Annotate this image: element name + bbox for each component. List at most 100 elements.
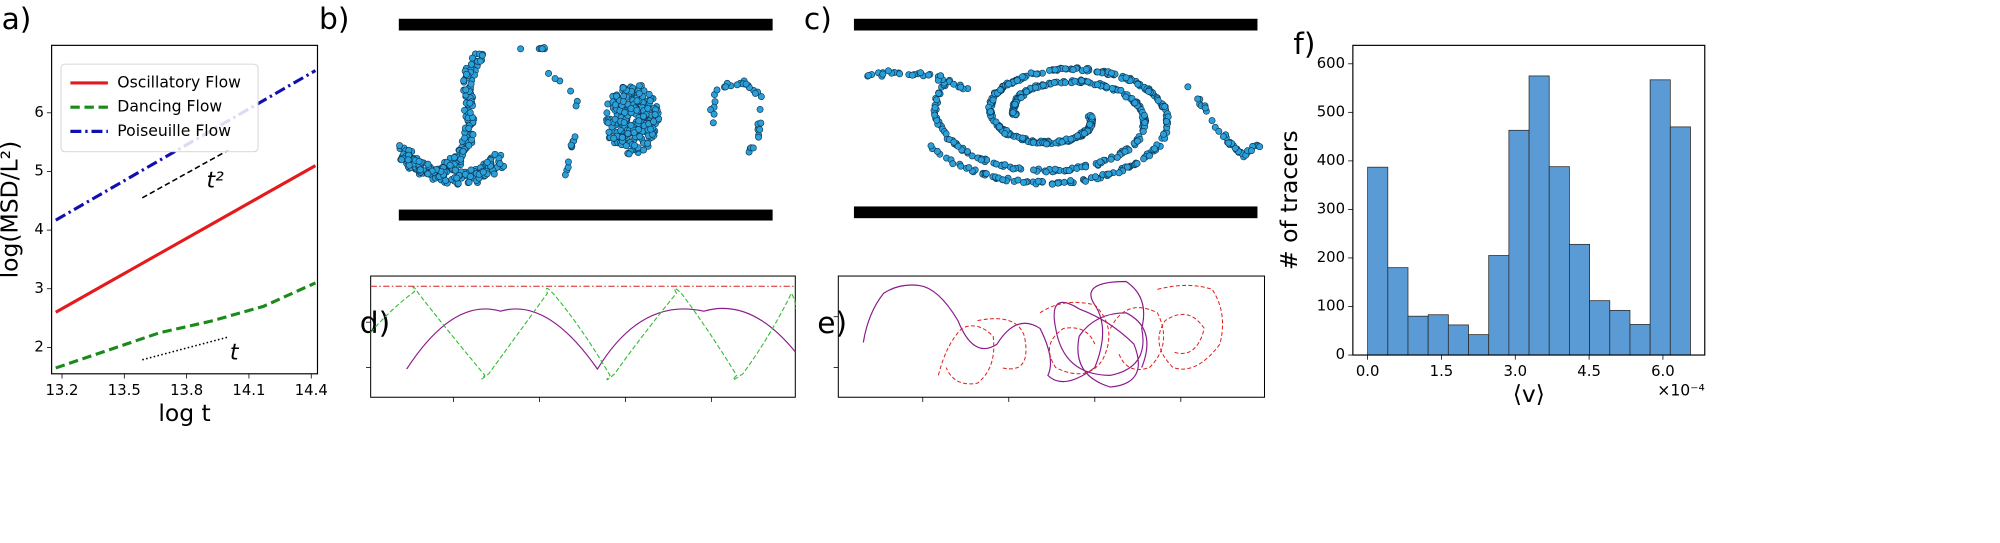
tracer — [635, 117, 643, 125]
tracer — [1122, 93, 1130, 101]
x-tick-label: 3.0 — [1503, 362, 1527, 380]
bar — [1589, 300, 1611, 356]
tracer — [624, 130, 632, 137]
x-tick-label: 1.5 — [1430, 362, 1454, 380]
tracer — [645, 90, 653, 98]
y-tick-label: 100 — [1317, 296, 1345, 314]
y-tick-label: 300 — [1317, 199, 1345, 217]
annotation: t — [230, 340, 240, 365]
tracer — [496, 160, 504, 168]
panel-label: b) — [319, 2, 349, 37]
tracer — [619, 98, 627, 105]
tracer — [538, 45, 546, 53]
tracer — [1019, 134, 1027, 142]
tracer — [1017, 94, 1025, 102]
frame — [370, 275, 796, 398]
tracer — [931, 104, 939, 112]
bar — [1649, 79, 1671, 356]
reference-line — [142, 336, 229, 361]
x-axis-label: ⟨v⟩ — [1513, 380, 1545, 408]
tracer — [467, 166, 475, 174]
tracer — [467, 80, 475, 88]
tracer — [1011, 100, 1019, 108]
trajectory-panel — [365, 275, 796, 402]
x-tick-label: 14.4 — [295, 381, 328, 399]
tracer — [561, 171, 569, 179]
tracer — [625, 150, 633, 158]
tracer — [1184, 83, 1192, 91]
tracer — [479, 168, 487, 176]
tracer — [992, 160, 1000, 168]
tracer — [942, 130, 950, 138]
tracer — [864, 72, 872, 79]
tracer — [490, 170, 498, 178]
bar — [1569, 243, 1590, 356]
tracer — [644, 139, 652, 147]
tracer — [1034, 177, 1042, 185]
tracer — [551, 75, 559, 82]
y-axis-label: # of tracers — [1275, 130, 1303, 270]
tracer — [605, 128, 613, 136]
tracer — [1107, 155, 1115, 163]
x-tick-label: 13.8 — [170, 381, 203, 399]
tracer — [1215, 127, 1223, 135]
tracer — [463, 70, 470, 78]
bar — [1629, 324, 1651, 356]
tracer — [545, 70, 553, 77]
tracer — [1009, 165, 1017, 173]
tracers — [396, 44, 765, 188]
tracer — [1094, 68, 1102, 76]
bar — [1548, 166, 1570, 356]
x-offset-label: ×10⁻⁴ — [1657, 380, 1705, 399]
tracer — [1151, 145, 1159, 153]
tracer — [1146, 152, 1153, 160]
tracer — [1225, 139, 1232, 147]
tracer — [1094, 81, 1101, 89]
x-tick-label: 4.5 — [1577, 362, 1601, 380]
panel-label: c) — [804, 2, 832, 37]
tracer — [631, 141, 638, 149]
tracer — [1061, 79, 1069, 87]
tracer — [879, 70, 887, 78]
y-tick-label: 4 — [34, 220, 43, 238]
series-line — [54, 164, 317, 314]
axes-frame — [1352, 44, 1706, 356]
tracer — [1032, 70, 1040, 78]
tracer — [1139, 127, 1147, 135]
x-tick-label: 14.1 — [232, 381, 265, 399]
tracer — [459, 147, 467, 155]
y-tick-label: 5 — [34, 161, 43, 179]
tracer — [982, 170, 990, 178]
x-tick-label: 6.0 — [1651, 362, 1675, 380]
tracer — [1124, 163, 1131, 171]
tracer — [461, 134, 469, 142]
tracer — [1046, 66, 1053, 74]
tracer — [1050, 79, 1058, 86]
tracer — [620, 119, 628, 127]
tracer — [1163, 118, 1170, 126]
tracer — [1113, 153, 1121, 161]
tracer — [633, 106, 641, 114]
y-tick-label: 200 — [1317, 248, 1345, 266]
tracer — [1023, 88, 1030, 96]
tracer — [1115, 169, 1123, 177]
legend-box — [60, 63, 259, 153]
tracer — [1105, 170, 1113, 178]
tracer — [1020, 178, 1027, 186]
tracer — [446, 161, 454, 169]
y-tick-label: 6 — [34, 103, 43, 121]
tracer — [636, 133, 644, 140]
tracer — [1058, 138, 1066, 146]
bar — [1427, 314, 1449, 356]
tracer — [647, 125, 655, 133]
tracer — [1082, 163, 1090, 171]
y-tick-label: 400 — [1317, 151, 1345, 169]
tracer — [954, 142, 962, 150]
tracer — [987, 108, 994, 116]
tracer — [451, 166, 459, 174]
tracer — [466, 109, 474, 117]
tracer — [630, 129, 638, 137]
bar — [1447, 324, 1469, 356]
tracer — [453, 174, 461, 182]
tracer — [1001, 130, 1009, 138]
